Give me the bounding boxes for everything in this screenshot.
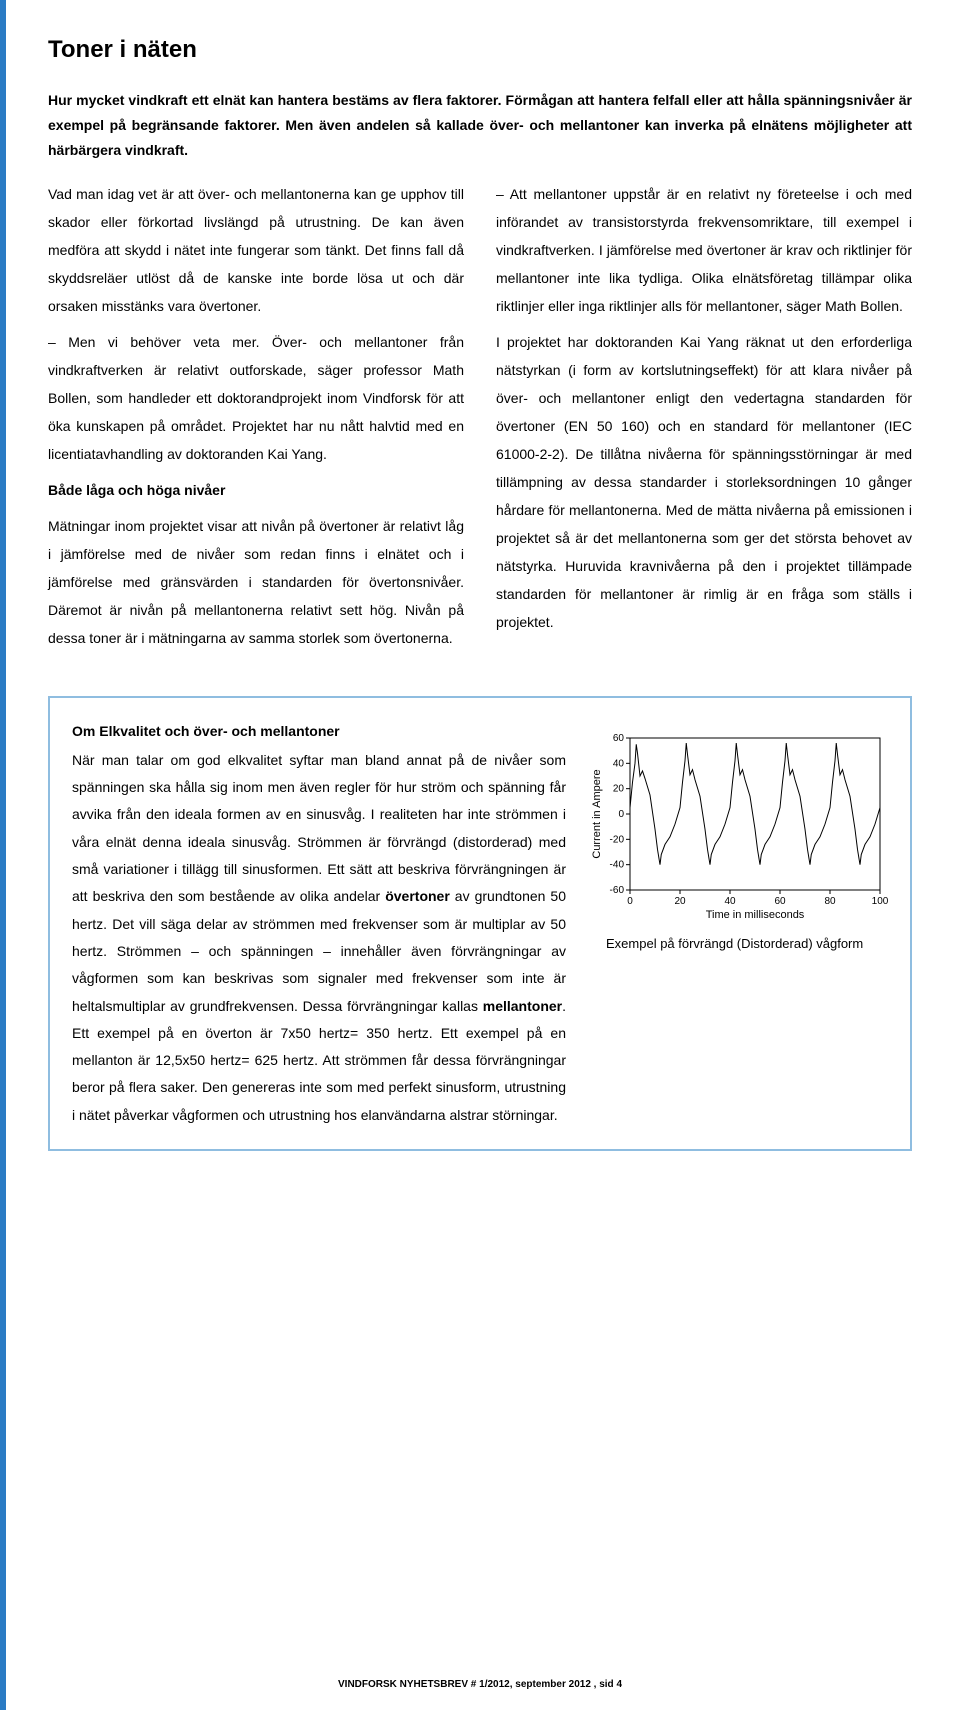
col2-p2: I projektet har doktoranden Kai Yang räk… [496,328,912,636]
svg-text:20: 20 [613,783,625,794]
svg-text:Time in milliseconds: Time in milliseconds [706,909,805,920]
chart-caption: Exempel på förvrängd (Distorderad) vågfo… [588,934,888,954]
column-left: Vad man idag vet är att över- och mellan… [48,180,464,660]
chart-column: -60 -40 -20 0 20 40 60 0 20 40 60 80 100 Time in mill… [588,718,888,1129]
svg-text:100: 100 [872,896,888,907]
svg-text:Current in Ampere: Current in Ampere [591,769,603,858]
infobox-body-mid: av grundtonen 50 hertz. Det vill säga de… [72,888,566,1013]
text-columns: Vad man idag vet är att över- och mellan… [48,180,912,660]
svg-text:-60: -60 [610,885,625,896]
infobox-text: Om Elkvalitet och över- och mellantoner … [72,718,566,1129]
col1-p1: Vad man idag vet är att över- och mellan… [48,180,464,320]
col1-p2: – Men vi behöver veta mer. Över- och mel… [48,328,464,468]
infobox: Om Elkvalitet och över- och mellantoner … [48,696,912,1151]
infobox-bold-2: mellantoner [483,998,562,1014]
infobox-bold-1: övertoner [385,888,450,904]
svg-text:-40: -40 [610,859,625,870]
intro-paragraph: Hur mycket vindkraft ett elnät kan hante… [48,88,912,164]
svg-text:60: 60 [613,733,625,744]
svg-text:40: 40 [613,758,625,769]
waveform-chart: -60 -40 -20 0 20 40 60 0 20 40 60 80 100 Time in mill… [588,730,888,920]
infobox-body-pre: När man talar om god elkvalitet syftar m… [72,752,566,904]
svg-text:60: 60 [774,896,786,907]
svg-text:0: 0 [618,809,624,820]
page-content: Toner i näten Hur mycket vindkraft ett e… [0,0,960,1171]
column-right: – Att mellantoner uppstår är en relativt… [496,180,912,660]
svg-text:20: 20 [674,896,686,907]
col1-p3: Mätningar inom projektet visar att nivån… [48,512,464,652]
col2-p1: – Att mellantoner uppstår är en relativt… [496,180,912,320]
infobox-body-post: . Ett exempel på en överton är 7x50 hert… [72,998,566,1123]
page-title: Toner i näten [48,36,912,64]
left-accent-stripe [0,0,6,1710]
svg-text:-20: -20 [610,834,625,845]
col1-subhead: Både låga och höga nivåer [48,476,464,504]
page-footer: VINDFORSK NYHETSBREV # 1/2012, september… [0,1679,960,1690]
infobox-title: Om Elkvalitet och över- och mellantoner [72,718,566,745]
svg-text:0: 0 [627,896,633,907]
svg-text:80: 80 [824,896,836,907]
svg-text:40: 40 [724,896,736,907]
